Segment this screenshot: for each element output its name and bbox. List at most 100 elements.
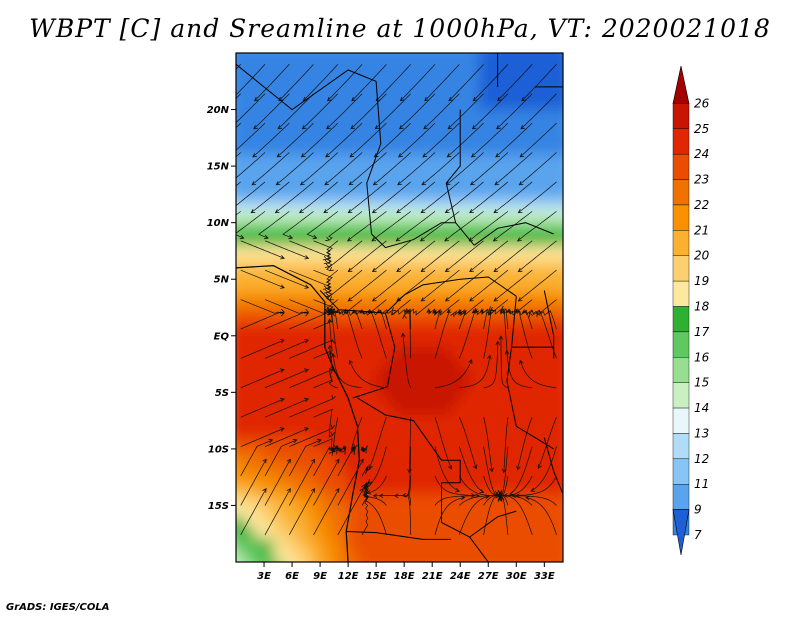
field-cell [460,267,471,281]
field-cell [254,347,266,360]
field-cell [544,505,555,518]
streamline-arrow [279,312,285,317]
field-cell [469,256,480,269]
streamline-arrow [489,306,495,312]
field-cell [413,64,424,77]
field-cell [460,53,471,66]
field-cell [245,358,256,371]
field-cell [338,222,350,235]
streamline-arrow [399,96,405,102]
field-cell [441,75,452,88]
field-cell [376,448,387,462]
field-cell [254,279,266,292]
field-cell [357,381,368,394]
field-cell [320,494,331,507]
field-cell [553,53,563,66]
field-cell [469,132,480,145]
field-cell [544,279,555,292]
field-cell [394,539,406,552]
field-cell [422,200,434,213]
border-line [441,482,517,538]
field-cell [385,154,396,168]
field-cell [563,505,573,517]
streamline-arrow [493,297,499,302]
field-cell [525,505,536,518]
colorbar-swatch [672,306,690,333]
field-cell [264,494,275,507]
field-cell [544,154,555,168]
field-cell [478,200,490,213]
field-cell [450,109,462,122]
grads-credit: GrADS: IGES/COLA [6,602,110,613]
streamline-arrow [520,125,526,130]
field-cell [320,200,331,213]
field-cell [432,143,443,156]
field-cell [488,120,499,134]
field-cell [450,505,462,518]
field-cell [245,426,256,439]
field-cell [366,392,378,405]
field-cell [394,437,406,450]
field-cell [329,347,340,360]
field-cell [469,403,480,416]
field-cell [310,471,322,484]
field-cell [450,301,462,315]
field-cell [236,290,247,303]
field-cell [254,414,266,428]
streamline [397,152,436,186]
field-cell [450,154,462,168]
streamline-arrow [426,308,432,313]
field-cell [469,324,480,337]
field-cell [236,177,247,190]
streamline-arrow [279,368,285,373]
field-cell [469,528,480,541]
field-cell [506,516,518,530]
field-cell [366,154,378,168]
field-cell [544,426,555,439]
streamline [374,122,411,158]
field-cell [329,528,340,541]
field-cell [525,301,536,315]
field-cell [422,539,434,552]
field-cell [385,64,396,77]
field-cell [422,358,434,371]
streamline [458,446,484,493]
field-cell [497,64,508,77]
streamline-arrow [500,305,506,310]
colorbar-label: 19 [694,274,709,288]
field-cell [432,256,443,269]
streamline [371,211,411,242]
streamline [471,122,509,158]
field-cell [432,64,443,77]
field-cell [394,233,406,247]
field-cell [413,279,424,292]
field-cell [348,358,359,371]
field-cell [245,200,256,213]
field-cell [366,245,378,258]
field-cell [366,86,378,100]
field-cell [460,550,471,562]
field-cell [525,482,536,496]
field-cell [553,154,563,168]
field-cell [450,245,462,258]
field-cell [310,437,322,450]
field-cell [413,369,424,383]
field-cell [282,200,294,213]
streamline [408,417,412,473]
field-cell [264,177,275,190]
field-cell [273,267,284,281]
field-cell [469,414,480,428]
colorbar-label: 21 [694,223,709,237]
field-cell [516,505,527,518]
field-cell [506,313,518,326]
field-cell [273,53,284,66]
field-cell [544,482,555,496]
field-cell [357,369,368,383]
field-cell [460,132,471,145]
streamline [326,93,363,130]
streamline-arrow [280,255,285,260]
field-cell [413,177,424,190]
field-cell [282,53,294,54]
field-cell [282,358,294,371]
streamline [497,64,533,101]
